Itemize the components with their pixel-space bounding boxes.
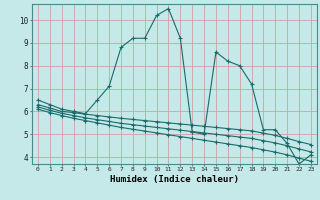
X-axis label: Humidex (Indice chaleur): Humidex (Indice chaleur) bbox=[110, 175, 239, 184]
